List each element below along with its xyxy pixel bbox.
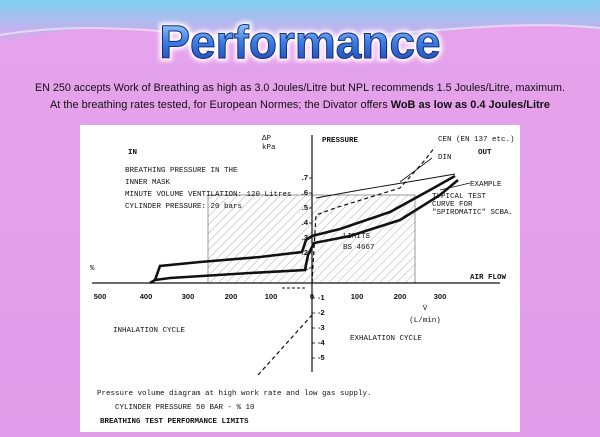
y-tick-label: .6 bbox=[302, 188, 308, 197]
x-tick-label: 500 bbox=[94, 292, 107, 301]
x-tick-label: 400 bbox=[140, 292, 153, 301]
title: Performance bbox=[159, 16, 440, 68]
example-curve-upper bbox=[153, 174, 456, 281]
percent-label: % bbox=[90, 265, 95, 273]
top-wave bbox=[0, 0, 600, 45]
example-curve-lower bbox=[149, 179, 459, 285]
caption: Pressure volume diagram at high work rat… bbox=[97, 390, 372, 398]
inhalation-label: INHALATION CYCLE bbox=[113, 327, 186, 335]
note-line: BREATHING PRESSURE IN THE bbox=[125, 167, 238, 175]
limits-line: LIMITS bbox=[343, 233, 371, 241]
y-tick-label: -4 bbox=[318, 338, 325, 347]
x-tick-label: 200 bbox=[394, 292, 407, 301]
wave-line bbox=[0, 24, 600, 41]
y-tick-label: -5 bbox=[318, 353, 325, 362]
din-limit-line bbox=[315, 173, 456, 199]
subtitle-text: At the breathing rates tested, for Europ… bbox=[50, 99, 391, 111]
din-label: DIN bbox=[438, 154, 452, 162]
note-line: CYLINDER PRESSURE: 20 bars bbox=[125, 203, 242, 211]
x-tick-label: 100 bbox=[265, 292, 278, 301]
air-flow-label: AIR FLOW bbox=[470, 274, 507, 282]
example-label: EXAMPLE bbox=[470, 181, 502, 189]
subtitle-bold: WoB as low as 0.4 Joules/Litre bbox=[391, 99, 550, 111]
typical-line: TYPICAL TEST bbox=[432, 193, 487, 201]
limits-line: BS 4667 bbox=[343, 244, 375, 252]
dp-label: ΔP bbox=[262, 135, 272, 143]
y-tick-label: -1 bbox=[318, 293, 325, 302]
flow-symbol: V̇ bbox=[423, 304, 428, 313]
x-tick-label: 300 bbox=[182, 292, 195, 301]
din-pointer bbox=[399, 157, 433, 183]
example-pointer bbox=[439, 182, 471, 191]
note-line: MINUTE VOLUME VENTILATION: 120 Litres bbox=[125, 191, 292, 199]
x-tick-label: 100 bbox=[351, 292, 364, 301]
y-tick-label: -3 bbox=[318, 323, 325, 332]
x-tick-label: 300 bbox=[434, 292, 447, 301]
subtitle-line: At the breathing rates tested, for Europ… bbox=[50, 99, 550, 111]
pressure-label: PRESSURE bbox=[322, 137, 359, 145]
out-label: OUT bbox=[478, 149, 492, 157]
flow-unit: (L/min) bbox=[409, 317, 441, 325]
footer-line: BREATHING TEST PERFORMANCE LIMITS bbox=[100, 418, 249, 426]
title-glow: Performance bbox=[159, 16, 440, 68]
typical-line: "SPIROMATIC" SCBA. bbox=[432, 209, 513, 217]
y-tick-label: .5 bbox=[302, 203, 308, 212]
exhalation-label: EXHALATION CYCLE bbox=[350, 335, 423, 343]
subtitle-line: EN 250 accepts Work of Breathing as high… bbox=[35, 82, 565, 94]
typical-line: CURVE FOR bbox=[432, 201, 473, 209]
cen-label: CEN (EN 137 etc.) bbox=[438, 136, 515, 144]
footer-line: CYLINDER PRESSURE 50 BAR - % 10 bbox=[115, 404, 255, 412]
x-tick-label: 0 bbox=[310, 292, 314, 301]
y-tick-label: .1 bbox=[302, 263, 308, 272]
x-tick-label: 200 bbox=[225, 292, 238, 301]
dp-unit: kPa bbox=[262, 144, 276, 152]
y-tick-label: .4 bbox=[302, 218, 309, 227]
note-line: INNER MASK bbox=[125, 179, 171, 187]
y-tick-label: .3 bbox=[302, 233, 308, 242]
y-tick-label: -2 bbox=[318, 308, 325, 317]
y-tick-label: .7 bbox=[302, 173, 308, 182]
cen-limit-line bbox=[311, 146, 436, 284]
in-label: IN bbox=[128, 149, 137, 157]
y-tick-label: .2 bbox=[302, 248, 308, 257]
